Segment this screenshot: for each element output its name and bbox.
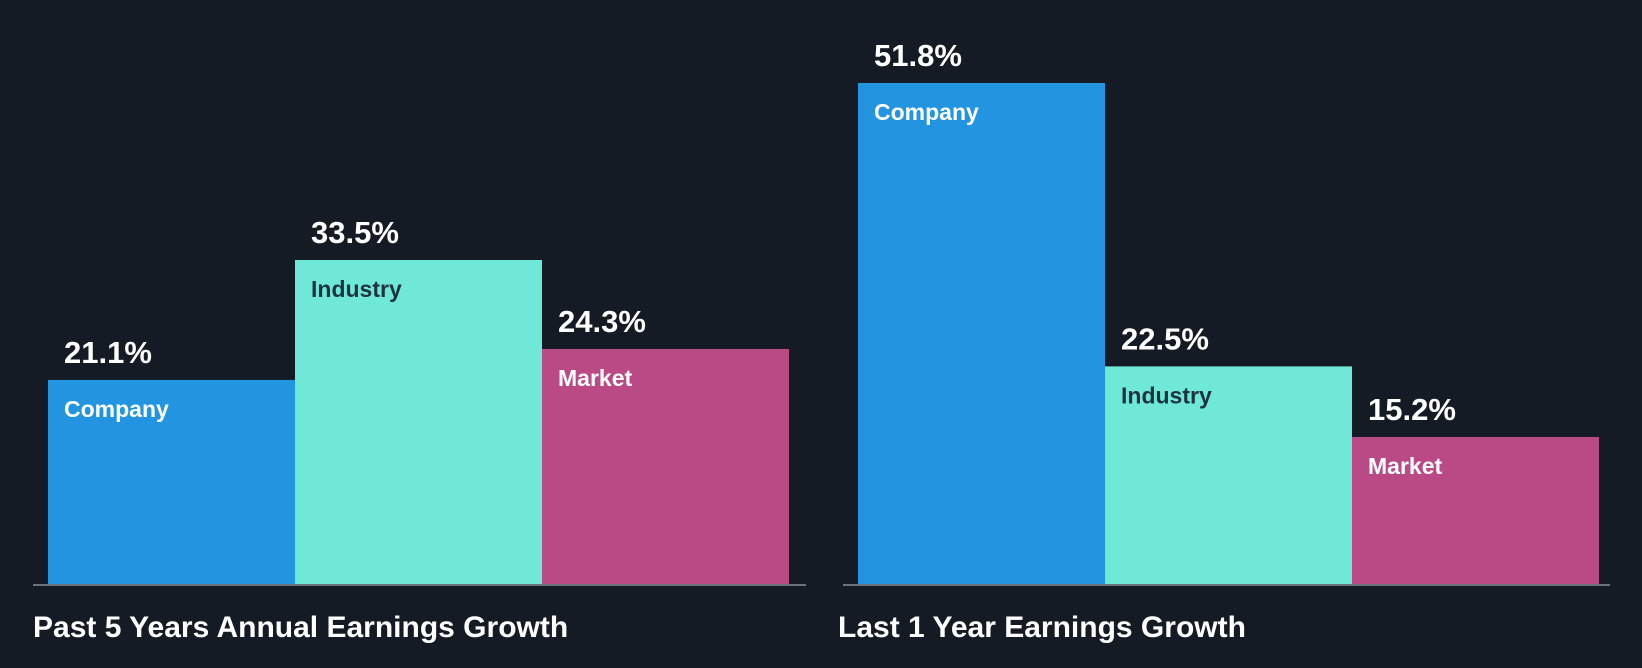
bar-last-1-year-market: [1352, 436, 1599, 584]
value-label-last-1-year-market: 15.2%: [1368, 392, 1456, 427]
category-label-last-1-year-industry: Industry: [1121, 382, 1212, 408]
chart-last-1-year: 51.8% Company 22.5% Industry 15.2% Market Las…: [838, 38, 1610, 644]
bars-past-5-years: 21.1% Company 33.5% Industry 24.3% Market: [48, 215, 789, 584]
bar-past-5-years-company: [48, 379, 295, 584]
category-label-last-1-year-market: Market: [1368, 453, 1442, 479]
bar-last-1-year-industry: [1105, 366, 1352, 584]
value-label-past-5-years-market: 24.3%: [558, 304, 646, 339]
category-label-past-5-years-industry: Industry: [311, 276, 402, 302]
bar-past-5-years-market: [542, 348, 789, 584]
title-past-5-years: Past 5 Years Annual Earnings Growth: [33, 611, 568, 644]
bar-last-1-year-company: [858, 83, 1105, 584]
value-label-last-1-year-company: 51.8%: [874, 38, 962, 73]
bars-last-1-year: 51.8% Company 22.5% Industry 15.2% Market: [858, 38, 1599, 584]
title-last-1-year: Last 1 Year Earnings Growth: [838, 611, 1246, 644]
category-label-last-1-year-company: Company: [874, 99, 979, 125]
bar-past-5-years-industry: [295, 259, 542, 584]
category-label-past-5-years-market: Market: [558, 365, 632, 391]
value-label-past-5-years-company: 21.1%: [64, 335, 152, 370]
value-label-last-1-year-industry: 22.5%: [1121, 321, 1209, 356]
category-label-past-5-years-company: Company: [64, 396, 169, 422]
value-label-past-5-years-industry: 33.5%: [311, 215, 399, 250]
chart-past-5-years: 21.1% Company 33.5% Industry 24.3% Market Pas…: [33, 215, 806, 644]
